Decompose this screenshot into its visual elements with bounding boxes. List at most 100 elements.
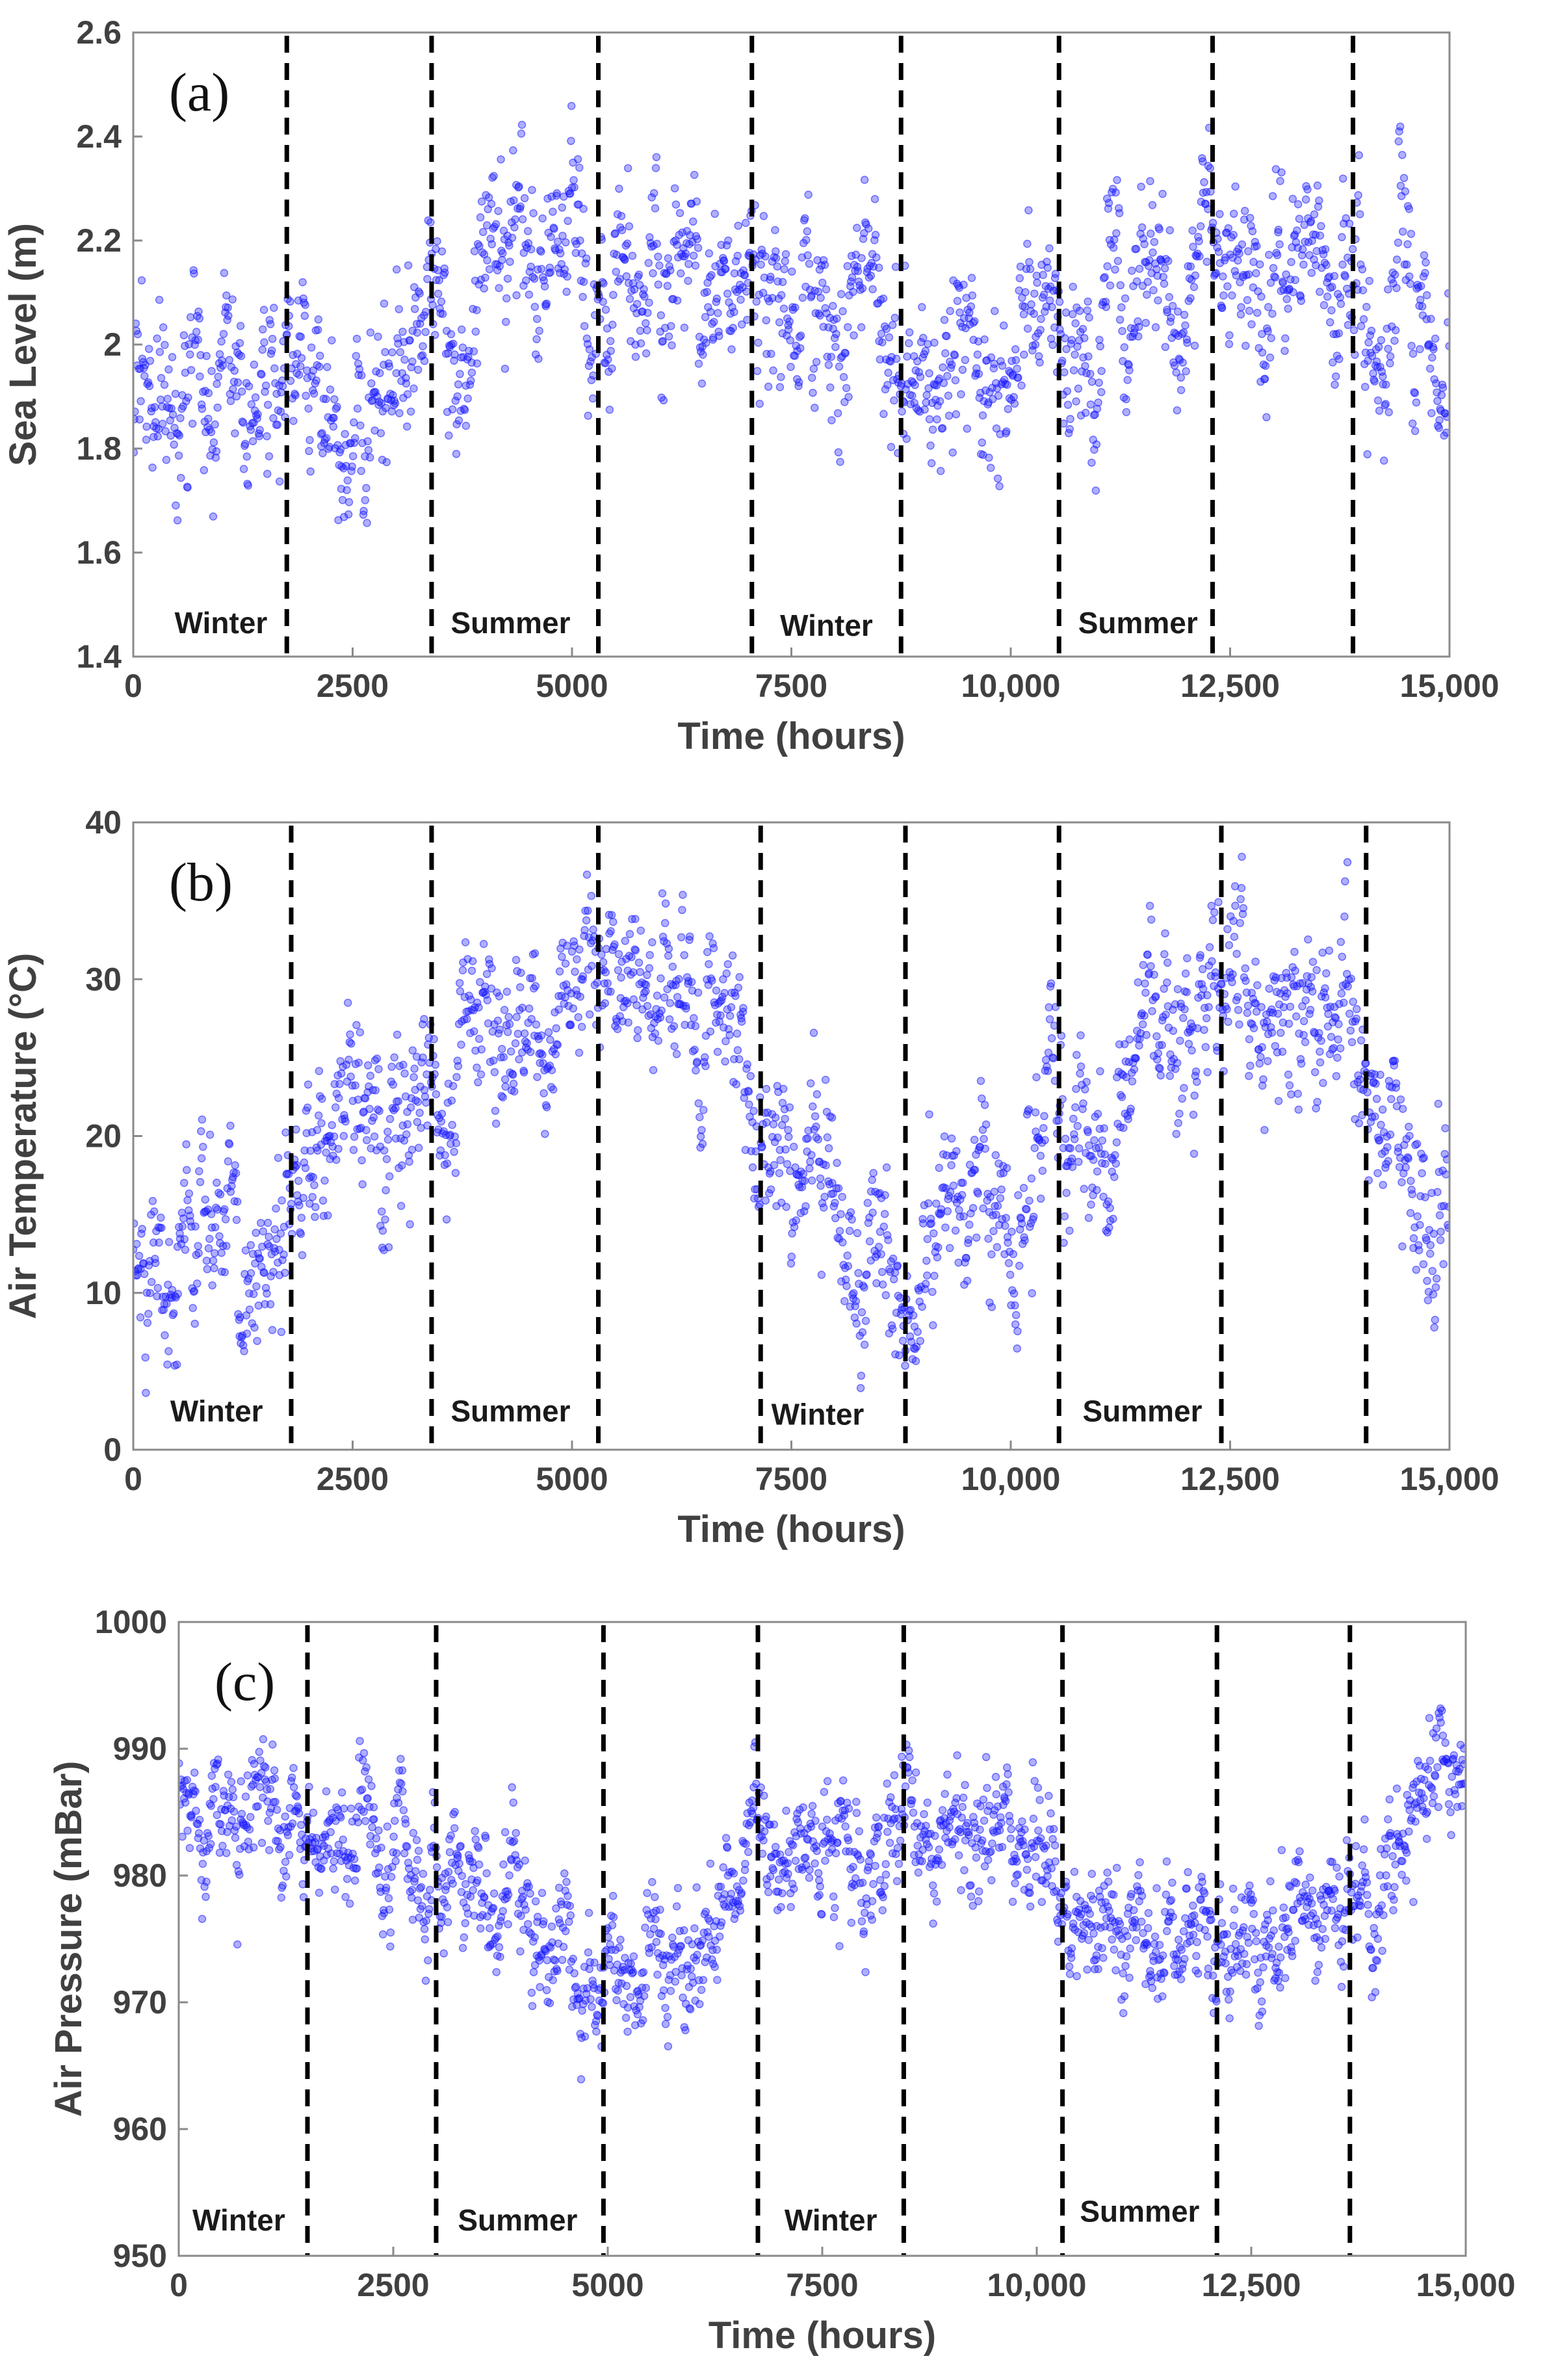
data-point <box>691 1022 700 1030</box>
data-point <box>1436 1227 1445 1236</box>
data-point <box>517 1911 525 1920</box>
data-point <box>832 330 840 339</box>
data-point <box>516 202 525 211</box>
data-point <box>1434 1099 1443 1108</box>
data-point <box>649 269 657 278</box>
data-point <box>297 1213 306 1222</box>
data-point <box>946 1188 955 1196</box>
data-point <box>699 1106 708 1114</box>
data-point <box>690 1013 698 1023</box>
data-point <box>543 194 552 203</box>
data-point <box>474 1003 483 1012</box>
data-point <box>654 252 662 261</box>
data-point <box>215 1232 224 1240</box>
data-point <box>694 1099 703 1108</box>
data-point <box>601 968 610 976</box>
data-point <box>770 1138 779 1146</box>
data-point <box>658 889 667 898</box>
data-point <box>1240 207 1249 215</box>
data-point <box>985 388 994 397</box>
data-point <box>318 1094 326 1103</box>
data-point <box>1292 1012 1301 1021</box>
data-point <box>342 462 350 471</box>
data-point <box>532 1020 541 1029</box>
data-point <box>942 332 951 341</box>
data-point <box>1011 356 1020 365</box>
data-point <box>1398 1178 1406 1186</box>
data-point <box>965 1220 974 1229</box>
data-point <box>454 1851 462 1860</box>
data-point <box>1225 331 1234 339</box>
data-point <box>287 1773 296 1782</box>
data-point <box>761 1196 770 1205</box>
data-point <box>868 1897 877 1905</box>
data-point <box>278 382 287 391</box>
data-point <box>219 330 228 338</box>
data-point <box>868 285 877 294</box>
data-point <box>510 196 518 205</box>
data-point <box>420 1925 429 1933</box>
data-point <box>254 410 262 419</box>
data-point <box>1081 361 1089 371</box>
data-point <box>672 1050 681 1058</box>
data-point <box>1013 364 1021 373</box>
data-point <box>1372 1095 1381 1103</box>
data-point <box>850 1289 858 1298</box>
data-point <box>1143 950 1152 959</box>
data-point <box>544 1028 553 1037</box>
data-point <box>330 395 339 404</box>
data-point <box>315 362 324 371</box>
data-point <box>337 1813 345 1822</box>
data-point <box>877 330 886 338</box>
data-point <box>948 448 957 457</box>
data-point <box>1252 1007 1261 1016</box>
data-point <box>207 1210 216 1218</box>
data-point <box>668 1933 677 1942</box>
data-point <box>352 1864 361 1873</box>
data-point <box>582 870 592 879</box>
data-point <box>992 1210 1000 1219</box>
data-point <box>389 1832 398 1841</box>
data-point <box>1049 1825 1058 1833</box>
data-point <box>260 1268 268 1277</box>
data-point <box>837 290 846 298</box>
data-point <box>545 1062 554 1070</box>
data-point <box>1169 1027 1178 1035</box>
data-point <box>150 403 159 412</box>
data-point <box>322 395 330 404</box>
data-point <box>1312 1104 1320 1113</box>
data-point <box>1228 970 1237 978</box>
data-point <box>1232 271 1241 280</box>
data-point <box>153 1284 162 1292</box>
data-point <box>1155 225 1164 233</box>
data-point <box>1210 982 1218 990</box>
data-point <box>274 1153 283 1162</box>
data-point <box>190 1287 199 1296</box>
data-point <box>415 289 424 298</box>
data-point <box>1251 237 1260 246</box>
data-point <box>330 413 338 423</box>
data-point <box>1150 971 1158 979</box>
data-point <box>1199 984 1208 993</box>
data-point <box>847 1918 856 1927</box>
data-point <box>363 519 371 527</box>
data-point <box>237 352 246 360</box>
data-point <box>272 1805 281 1814</box>
data-point <box>880 1881 889 1890</box>
data-point <box>369 1803 378 1812</box>
data-point <box>690 1924 699 1933</box>
data-point <box>446 1131 454 1139</box>
data-point <box>1392 255 1401 264</box>
data-point <box>675 974 683 984</box>
data-point <box>651 164 660 172</box>
data-point <box>209 1795 218 1803</box>
data-point <box>618 226 627 235</box>
data-point <box>530 302 540 311</box>
data-point <box>1232 949 1241 958</box>
data-point <box>422 1916 431 1925</box>
data-point <box>213 380 221 388</box>
data-point <box>1043 263 1052 272</box>
data-point <box>540 1089 548 1097</box>
data-point <box>1002 427 1011 436</box>
data-point <box>754 338 762 347</box>
